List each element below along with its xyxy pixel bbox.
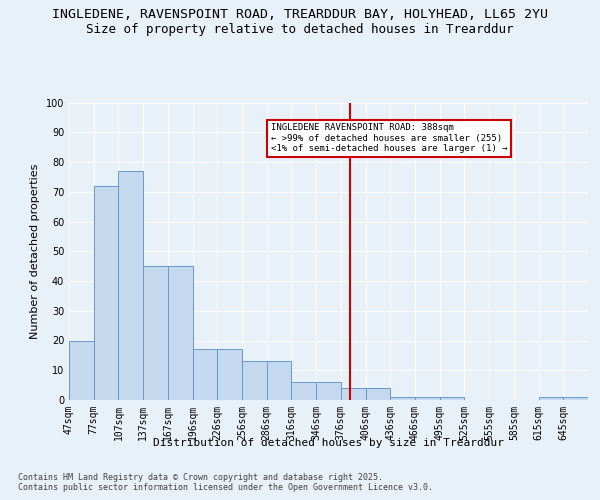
Bar xyxy=(390,397,415,400)
Bar xyxy=(316,382,341,400)
Bar xyxy=(69,340,94,400)
Text: INGLEDENE, RAVENSPOINT ROAD, TREARDDUR BAY, HOLYHEAD, LL65 2YU: INGLEDENE, RAVENSPOINT ROAD, TREARDDUR B… xyxy=(52,8,548,20)
Bar xyxy=(193,350,217,400)
Bar xyxy=(118,171,143,400)
Bar xyxy=(242,362,267,400)
Bar xyxy=(143,266,168,400)
Text: Size of property relative to detached houses in Trearddur: Size of property relative to detached ho… xyxy=(86,22,514,36)
Text: Distribution of detached houses by size in Trearddur: Distribution of detached houses by size … xyxy=(154,438,504,448)
Bar xyxy=(415,397,440,400)
Bar xyxy=(217,350,242,400)
Text: Contains HM Land Registry data © Crown copyright and database right 2025.
Contai: Contains HM Land Registry data © Crown c… xyxy=(18,472,433,492)
Bar xyxy=(539,397,563,400)
Bar xyxy=(94,186,118,400)
Bar xyxy=(563,397,588,400)
Bar xyxy=(341,388,365,400)
Text: INGLEDENE RAVENSPOINT ROAD: 388sqm
← >99% of detached houses are smaller (255)
<: INGLEDENE RAVENSPOINT ROAD: 388sqm ← >99… xyxy=(271,124,508,153)
Bar xyxy=(365,388,390,400)
Y-axis label: Number of detached properties: Number of detached properties xyxy=(30,164,40,339)
Bar xyxy=(440,397,464,400)
Bar xyxy=(267,362,292,400)
Bar xyxy=(292,382,316,400)
Bar xyxy=(168,266,193,400)
